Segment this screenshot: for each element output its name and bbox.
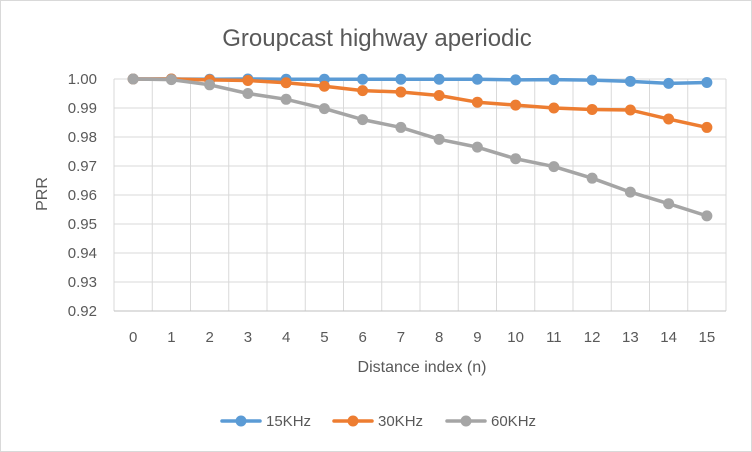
x-tick-label: 12 [584,329,601,346]
series-line [131,77,709,218]
legend-item: 30KHz [332,413,423,430]
x-tick-label: 1 [167,329,175,346]
data-point [586,172,598,184]
data-point [165,74,177,86]
y-tick-label: 0.96 [68,187,97,204]
y-tick-label: 1.00 [68,71,97,88]
data-point [433,133,445,145]
data-point [510,153,522,165]
x-tick-label: 3 [244,329,252,346]
data-point [318,80,330,92]
legend-item: 60KHz [445,413,536,430]
y-axis-title: PRR [34,177,51,211]
data-point [510,74,522,86]
data-point [204,79,216,91]
series-lines [127,73,713,222]
data-point [242,88,254,99]
y-tick-label: 0.93 [68,274,97,291]
y-tick-label: 0.95 [68,216,97,233]
data-point [701,76,713,88]
x-tick-label: 0 [129,329,137,346]
x-tick-label: 11 [546,329,562,346]
legend-label: 60KHz [491,413,536,430]
y-tick-label: 0.94 [68,245,97,262]
data-point [357,114,369,126]
data-point [242,74,254,86]
x-tick-label: 6 [358,329,366,346]
data-point [357,85,369,97]
data-point [471,73,483,85]
x-tick-label: 10 [507,329,524,346]
data-point [586,74,598,86]
legend-label: 30KHz [378,413,423,430]
y-tick-label: 0.97 [68,158,97,175]
data-point [127,73,139,85]
legend: 15KHz 30KHz 60KHz [220,413,536,430]
data-point [357,73,369,85]
x-tick-label: 8 [435,329,443,346]
data-point [395,121,407,133]
x-tick-label: 2 [205,329,213,346]
data-point [548,161,560,173]
data-point [280,93,292,105]
x-tick-label: 14 [660,329,677,346]
data-point [395,86,407,98]
x-tick-label: 5 [320,329,328,346]
data-point [471,96,483,108]
x-tick-label: 9 [473,329,481,346]
y-tick-label: 0.98 [68,129,97,146]
x-tick-label: 7 [397,329,405,346]
data-point [663,77,675,89]
legend-item: 15KHz [220,413,311,430]
data-point [433,90,445,102]
data-point [663,113,675,125]
series-60KHz [127,73,713,222]
data-point [433,73,445,85]
gridlines [113,78,727,311]
data-point [624,75,636,87]
data-point [624,104,636,116]
axes: 0.920.930.940.950.960.970.980.991.000 1 2 3… [68,71,726,346]
legend-swatch-marker [347,415,359,427]
legend-swatch-marker [235,415,247,427]
legend-swatch-marker [460,415,472,427]
data-point [395,73,407,85]
data-point [701,210,713,222]
legend-label: 15KHz [266,413,311,430]
data-point [318,103,330,115]
data-point [280,77,292,89]
x-tick-label: 15 [699,329,716,346]
y-tick-label: 0.99 [68,100,97,117]
y-tick-label: 0.92 [68,303,97,320]
data-point [548,74,560,86]
data-point [586,103,598,115]
data-point [548,102,560,114]
data-point [701,121,713,133]
series-line [131,77,709,130]
data-point [663,198,675,210]
data-point [624,186,636,198]
data-point [510,99,522,111]
data-point [471,141,483,153]
x-tick-label: 4 [282,329,290,346]
x-axis-title: Distance index (n) [358,359,487,376]
x-tick-label: 13 [622,329,639,346]
chart-title: Groupcast highway aperiodic [222,25,532,52]
